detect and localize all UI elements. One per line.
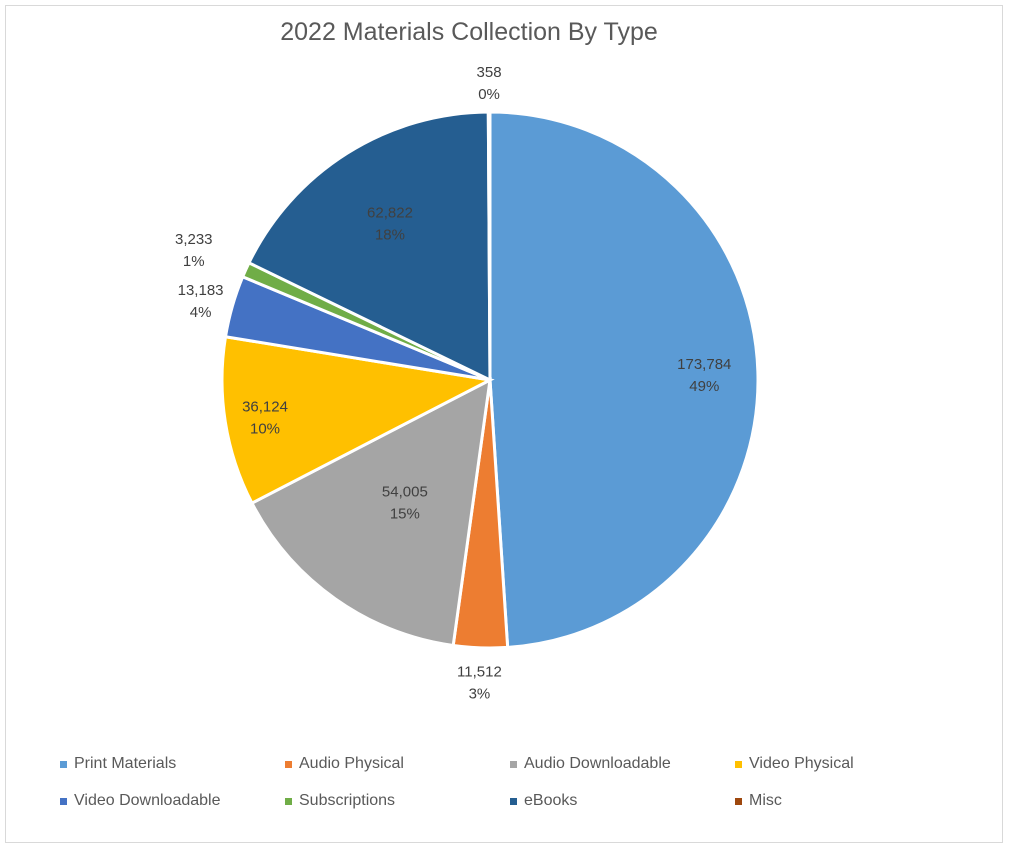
- legend-label: Audio Physical: [299, 755, 404, 772]
- legend-item-subscriptions: Subscriptions: [285, 792, 510, 810]
- data-label-percent-video-downloadable: 4%: [190, 304, 212, 321]
- data-label-percent-audio-physical: 3%: [469, 686, 491, 703]
- data-label-value-audio-physical: 11,512: [457, 664, 502, 681]
- data-label-value-misc: 358: [477, 64, 502, 81]
- pie-slice-ebooks: [246, 110, 492, 383]
- legend-item-video-downloadable: Video Downloadable: [60, 792, 285, 810]
- data-label-value-audio-downloadable: 54,005: [382, 483, 428, 500]
- data-label-value-print-materials: 173,784: [677, 356, 731, 373]
- data-label-percent-misc: 0%: [478, 86, 500, 103]
- data-label-value-video-physical: 36,124: [242, 399, 288, 416]
- legend-label: eBooks: [524, 792, 578, 809]
- legend-label: Audio Downloadable: [524, 755, 671, 772]
- legend-swatch: [60, 797, 67, 805]
- legend-swatch: [735, 760, 742, 768]
- data-label-percent-video-physical: 10%: [250, 421, 280, 438]
- pie-slice-audio-downloadable: [249, 377, 492, 648]
- pie-slice-misc: [486, 110, 492, 381]
- legend-swatch: [735, 797, 742, 805]
- legend-swatch: [285, 797, 292, 805]
- data-label-percent-subscriptions: 1%: [183, 253, 205, 270]
- data-label-value-subscriptions: 3,233: [175, 231, 213, 248]
- legend-swatch: [510, 760, 517, 768]
- legend-label: Misc: [749, 792, 782, 809]
- legend-item-misc: Misc: [735, 792, 960, 810]
- legend-item-audio-downloadable: Audio Downloadable: [510, 755, 735, 773]
- legend-swatch: [510, 797, 517, 805]
- legend: Print Materials Audio Physical Audio Downl…: [60, 755, 960, 810]
- legend-item-ebooks: eBooks: [510, 792, 735, 810]
- legend-item-print-materials: Print Materials: [60, 755, 285, 773]
- pie-slice-print-materials: [488, 110, 760, 650]
- legend-label: Print Materials: [74, 755, 177, 772]
- data-label-percent-ebooks: 18%: [375, 226, 405, 243]
- legend-label: Video Physical: [749, 755, 854, 772]
- data-label-value-ebooks: 62,822: [367, 204, 413, 221]
- legend-label: Subscriptions: [299, 792, 396, 809]
- data-label-value-video-downloadable: 13,183: [178, 282, 224, 299]
- chart-title: 2022 Materials Collection By Type: [280, 18, 658, 46]
- legend-item-video-physical: Video Physical: [735, 755, 960, 773]
- legend-swatch: [60, 760, 67, 768]
- pie-slice-video-physical: [220, 335, 495, 506]
- legend-label: Video Downloadable: [74, 792, 221, 809]
- data-label-percent-print-materials: 49%: [689, 378, 719, 395]
- legend-swatch: [285, 760, 292, 768]
- data-label-percent-audio-downloadable: 15%: [390, 505, 420, 522]
- legend-item-audio-physical: Audio Physical: [285, 755, 510, 773]
